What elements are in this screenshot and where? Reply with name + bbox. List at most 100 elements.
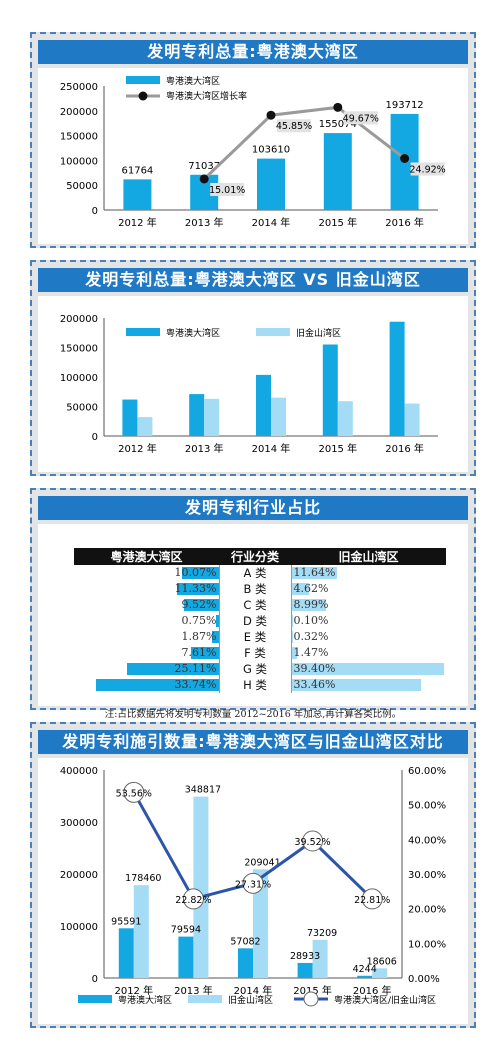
left-share-bar — [182, 567, 219, 579]
ratio-point — [123, 781, 145, 803]
ratio-point — [302, 830, 324, 852]
legend-label: 粤港澳大湾区 — [118, 994, 172, 1006]
left-share-bar — [211, 631, 219, 643]
legend-swatch-point — [303, 991, 319, 1007]
x-tick-label: 2015 年 — [293, 984, 332, 997]
right-cell: 33.46% — [291, 677, 446, 693]
y2-tick-label: 50.00% — [408, 801, 446, 812]
bar-sf — [312, 939, 328, 978]
ratio-point — [242, 872, 264, 894]
ratio-label: 22.82% — [175, 895, 211, 906]
right-share-label: 4.62% — [293, 582, 329, 595]
header-category: 行业分类 — [219, 548, 291, 565]
left-cell: 10.07% — [74, 565, 219, 581]
right-share-label: 33.46% — [293, 678, 336, 691]
right-cell: 1.47% — [291, 645, 446, 661]
right-share-bar — [291, 567, 337, 579]
bar-value-label-sf: 178460 — [125, 873, 161, 884]
right-share-label: 0.32% — [293, 630, 329, 643]
chart1-title: 发明专利总量:粤港澳大湾区 — [38, 40, 468, 64]
legend-label: 粤港澳大湾区/旧金山湾区 — [334, 994, 436, 1006]
x-tick-label: 2016 年 — [385, 442, 424, 455]
table-row: 9.52% C 类 8.99% — [74, 597, 446, 613]
bar-value-label-sf: 18606 — [367, 956, 397, 967]
x-tick-label: 2016 年 — [385, 216, 424, 229]
y2-tick-label: 10.00% — [408, 939, 446, 950]
category-cell: D 类 — [218, 613, 292, 629]
left-cell: 11.33% — [74, 581, 219, 597]
growth-point — [400, 153, 410, 163]
category-cell: E 类 — [218, 629, 292, 645]
left-share-bar — [96, 679, 219, 691]
growth-point — [333, 102, 343, 112]
y-tick-label: 0 — [92, 974, 98, 985]
left-share-label: 11.33% — [174, 582, 217, 595]
bar-gba — [118, 928, 134, 978]
y2-tick-label: 40.00% — [408, 835, 446, 846]
right-cell: 8.99% — [291, 597, 446, 613]
table-row: 25.11% G 类 39.40% — [74, 661, 446, 677]
panel-patent-total: 发明专利总量:粤港澳大湾区 0 50000 100000 150000 200000 25… — [30, 32, 476, 248]
table-row: 7.61% F 类 1.47% — [74, 645, 446, 661]
growth-label-bg — [210, 182, 245, 196]
right-share-label: 1.47% — [293, 646, 329, 659]
right-share-bar — [291, 631, 293, 643]
left-share-bar — [127, 663, 219, 675]
right-share-bar — [291, 583, 310, 595]
x-tick-label: 2015 年 — [318, 216, 357, 229]
x-tick-label: 2014 年 — [252, 442, 291, 455]
y-tick-label: 200000 — [60, 870, 98, 881]
legend-label: 粤港澳大湾区 — [166, 75, 220, 87]
bar-sf — [337, 401, 353, 436]
left-share-label: 33.74% — [174, 678, 217, 691]
right-share-label: 8.99% — [293, 598, 329, 611]
y-tick-label: 100000 — [60, 156, 98, 167]
industry-share-table: 粤港澳大湾区 行业分类 旧金山湾区 10.07% A 类 11.64% 11.33% B… — [74, 548, 446, 693]
bar-value-label-gba: 28933 — [290, 951, 320, 962]
bar-value-label-sf: 73209 — [307, 928, 337, 939]
ratio-label: 27.31% — [235, 879, 271, 890]
y-tick-label: 300000 — [60, 818, 98, 829]
growth-label-bg — [277, 119, 311, 133]
bar-sf — [133, 885, 149, 978]
right-share-label: 39.40% — [293, 662, 336, 675]
y-tick-label: 400000 — [60, 766, 98, 777]
ratio-point — [182, 888, 204, 910]
right-share-label: 11.64% — [293, 566, 336, 579]
right-share-bar — [291, 599, 327, 611]
growth-label: 45.85% — [276, 121, 312, 132]
right-share-label: 0.10% — [293, 614, 329, 627]
bar-gba — [297, 962, 313, 978]
growth-label: 24.92% — [409, 164, 445, 175]
table-header-row: 粤港澳大湾区 行业分类 旧金山湾区 — [74, 548, 446, 565]
panel-industry-share: 发明专利行业占比 粤港澳大湾区 行业分类 旧金山湾区 10.07% A 类 11.6… — [30, 488, 476, 720]
header-right: 旧金山湾区 — [291, 548, 446, 565]
right-share-bar — [291, 647, 298, 659]
y-tick-label: 50000 — [66, 181, 98, 192]
table-note: 注:占比数据先将发明专利数量 2012~2016 年加总,再计算各类比例。 — [104, 709, 402, 720]
growth-label-bg — [343, 111, 378, 125]
bar-gba — [122, 399, 138, 436]
x-tick-label: 2016 年 — [353, 984, 392, 997]
y-tick-label: 100000 — [60, 922, 98, 933]
y-tick-label: 200000 — [60, 314, 98, 325]
left-cell: 25.11% — [74, 661, 219, 677]
y-tick-label: 50000 — [66, 403, 98, 414]
ratio-label: 53.56% — [116, 788, 152, 799]
x-tick-label: 2013 年 — [185, 216, 224, 229]
right-share-bar — [291, 663, 445, 675]
category-cell: H 类 — [218, 677, 292, 693]
left-share-label: 9.52% — [181, 598, 217, 611]
panel-patent-compare: 发明专利总量:粤港澳大湾区 VS 旧金山湾区 0 50000 100000 15000… — [30, 260, 476, 476]
table-row: 10.07% A 类 11.64% — [74, 565, 446, 581]
left-cell: 0.75% — [74, 613, 219, 629]
bar-gba — [178, 936, 194, 978]
bar — [123, 179, 152, 210]
growth-point — [266, 110, 276, 120]
growth-point — [199, 174, 209, 184]
right-cell: 0.10% — [291, 613, 446, 629]
bar-sf — [404, 403, 420, 436]
bar-sf — [193, 796, 209, 978]
legend-swatch-sf — [256, 328, 290, 336]
bar-gba — [189, 394, 205, 436]
